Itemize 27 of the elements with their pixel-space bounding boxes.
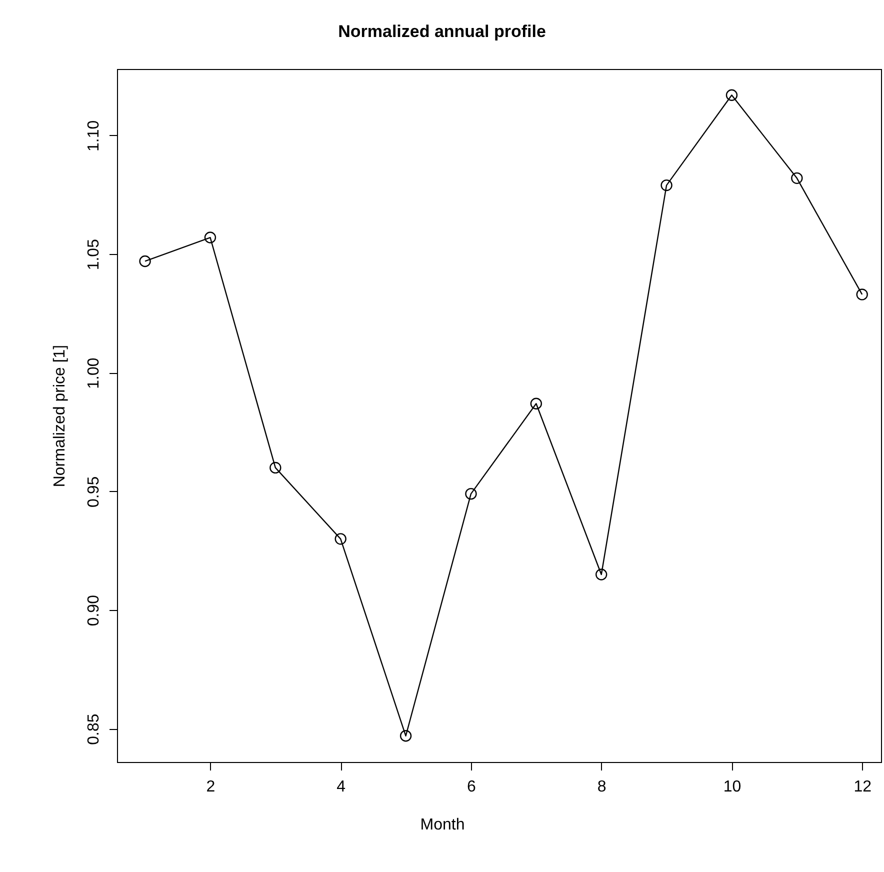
y-tick-label: 1.00 — [86, 358, 102, 389]
point — [465, 488, 477, 500]
y-tick-label: 0.95 — [86, 476, 102, 508]
point — [139, 255, 151, 268]
x-tick-label: 2 — [206, 778, 216, 796]
point — [596, 568, 608, 580]
y-tick-label: 0.90 — [86, 594, 102, 626]
x-tick-label: 4 — [336, 778, 346, 796]
y-axis-title: Normalized price [1] — [52, 344, 68, 488]
y-tick-label: 1.10 — [86, 120, 102, 152]
point — [856, 288, 868, 300]
point — [400, 730, 412, 742]
x-tick-label: 6 — [467, 778, 476, 796]
x-tick-label: 12 — [854, 778, 872, 796]
point — [791, 172, 803, 184]
x-tick-label: 8 — [597, 778, 606, 796]
point — [204, 232, 216, 244]
y-tick-label: 1.05 — [86, 238, 102, 270]
point — [660, 179, 672, 192]
x-tick-label: 10 — [723, 778, 742, 796]
point — [334, 533, 346, 545]
point — [270, 462, 282, 474]
x-axis-title: Month — [420, 816, 465, 834]
point — [530, 398, 542, 410]
point — [726, 89, 738, 101]
y-tick-label: 0.85 — [86, 714, 102, 745]
chart-title: Normalized annual profile — [338, 22, 546, 41]
